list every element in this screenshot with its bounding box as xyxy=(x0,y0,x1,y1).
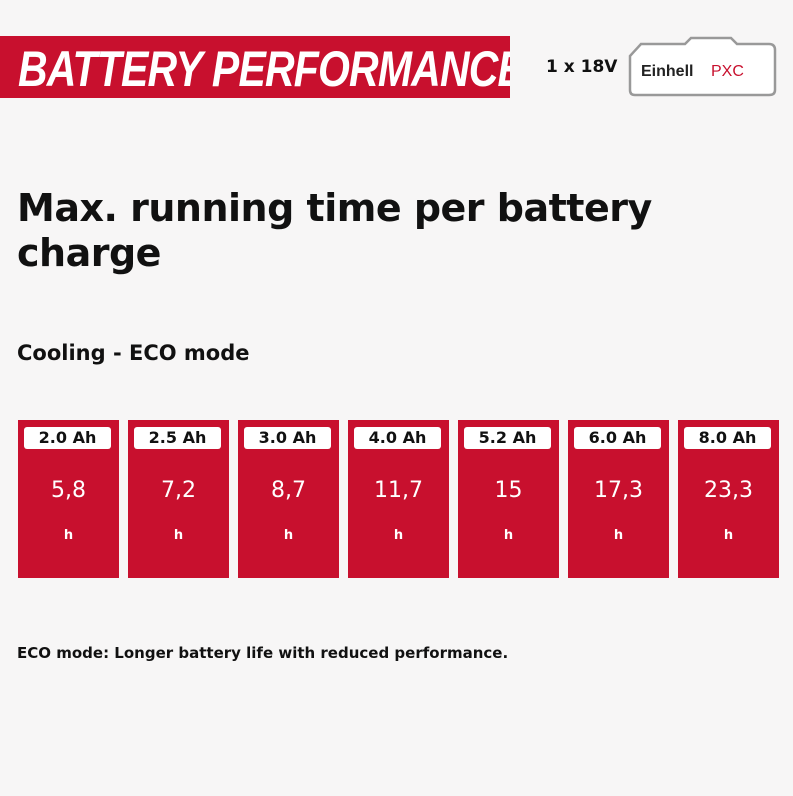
runtime-unit: h xyxy=(503,528,514,543)
capacity-label: 5.2 Ah xyxy=(464,427,551,449)
battery-outline xyxy=(628,36,777,97)
capacity-label: 2.0 Ah xyxy=(24,427,111,449)
battery-card: 4.0 Ah 11,7 h xyxy=(348,420,449,578)
runtime-value: 5,8 xyxy=(51,478,86,503)
battery-card: 2.0 Ah 5,8 h xyxy=(18,420,119,578)
runtime-value: 8,7 xyxy=(271,478,306,503)
runtime-value: 7,2 xyxy=(161,478,196,503)
runtime-unit: h xyxy=(283,528,294,543)
runtime-unit: h xyxy=(613,528,624,543)
capacity-label: 6.0 Ah xyxy=(574,427,661,449)
runtime-value: 11,7 xyxy=(374,478,423,503)
logo-line: PXC xyxy=(711,63,744,80)
capacity-label: 4.0 Ah xyxy=(354,427,441,449)
runtime-unit: h xyxy=(723,528,734,543)
battery-card: 8.0 Ah 23,3 h xyxy=(678,420,779,578)
title: Max. running time per battery charge xyxy=(17,186,652,275)
battery-card: 6.0 Ah 17,3 h xyxy=(568,420,669,578)
banner: BATTERY PERFORMANCE xyxy=(0,36,510,98)
logo: Einhell PXC xyxy=(628,36,777,97)
runtime-unit: h xyxy=(63,528,74,543)
capacity-label: 8.0 Ah xyxy=(684,427,771,449)
runtime-value: 17,3 xyxy=(594,478,643,503)
runtime-unit: h xyxy=(393,528,404,543)
capacity-label: 3.0 Ah xyxy=(244,427,331,449)
battery-card: 5.2 Ah 15 h xyxy=(458,420,559,578)
voltage: 1 x 18V xyxy=(546,57,618,77)
capacity-label: 2.5 Ah xyxy=(134,427,221,449)
runtime-unit: h xyxy=(173,528,184,543)
battery-card: 2.5 Ah 7,2 h xyxy=(128,420,229,578)
runtime-value: 15 xyxy=(494,478,523,503)
runtime-value: 23,3 xyxy=(704,478,753,503)
banner-title: BATTERY PERFORMANCE xyxy=(18,41,510,97)
battery-card: 3.0 Ah 8,7 h xyxy=(238,420,339,578)
logo-brand: Einhell xyxy=(641,63,693,80)
footnote: ECO mode: Longer battery life with reduc… xyxy=(17,644,509,662)
subtitle: Cooling - ECO mode xyxy=(17,341,250,365)
